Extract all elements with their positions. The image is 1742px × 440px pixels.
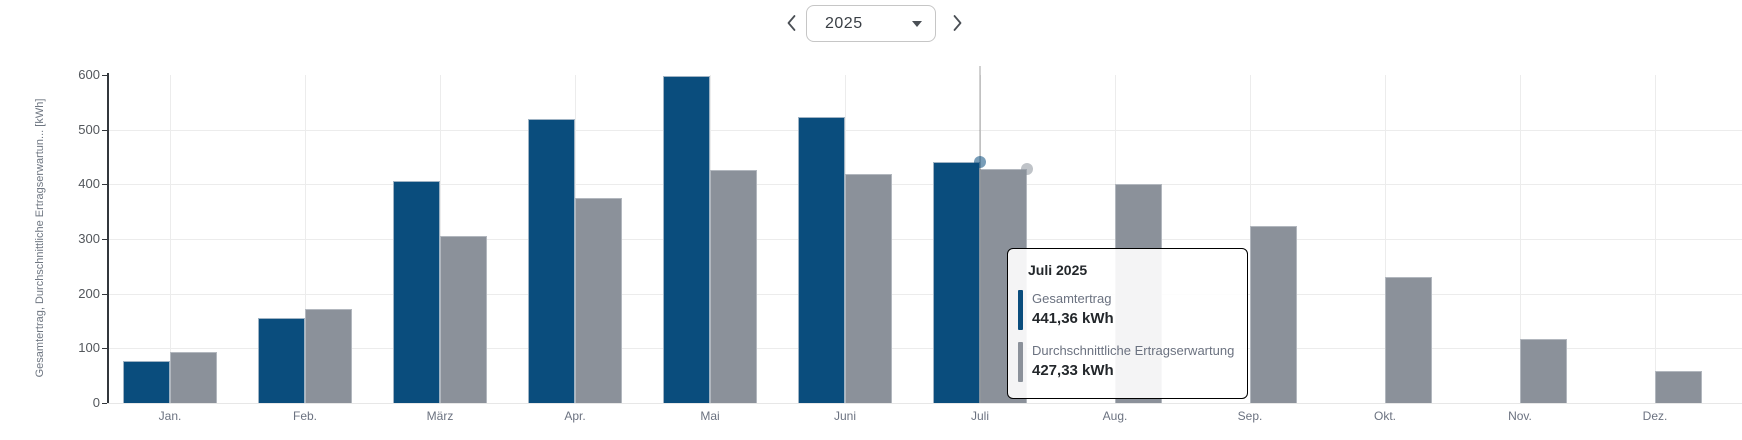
bar-durchschnittliche-ertragserwartung-juni[interactable] [845, 173, 892, 403]
y-axis-tick-label: 0 [92, 395, 100, 410]
chevron-left-icon [786, 14, 797, 35]
tooltip-series-label: Durchschnittliche Ertragserwartung [1032, 343, 1235, 358]
y-axis-tick-label: 600 [78, 67, 100, 82]
y-axis-tick [102, 184, 107, 186]
bar-durchschnittliche-ertragserwartung-feb[interactable] [305, 308, 352, 403]
bar-gesamtertrag-juni[interactable] [798, 116, 845, 403]
x-axis-label-apr: Apr. [564, 409, 586, 423]
gridline-vertical [1385, 75, 1386, 403]
y-axis-tick-label: 100 [78, 340, 100, 356]
hover-indicator-line [979, 66, 981, 403]
y-axis-tick-label: 500 [78, 121, 100, 137]
tooltip-row-ertragserwartung: Durchschnittliche Ertragserwartung 427,3… [1018, 342, 1235, 382]
x-axis-label-juni: Juni [833, 409, 856, 423]
series-marker-gesamtertrag [1018, 290, 1023, 330]
gridline-vertical [1520, 75, 1521, 403]
gridline-horizontal [107, 239, 1742, 240]
x-axis-label-dez: Dez. [1642, 409, 1668, 423]
x-axis-baseline [107, 403, 1742, 404]
tooltip-title: Juli 2025 [1028, 262, 1088, 278]
y-axis-tick-label: 200 [78, 285, 100, 301]
chevron-right-icon [952, 14, 963, 35]
previous-year-button[interactable] [778, 8, 804, 40]
y-axis-title: Gesamtertrag, Durchschnittliche Ertragse… [34, 98, 46, 378]
bar-durchschnittliche-ertragserwartung-sep[interactable] [1250, 225, 1297, 403]
series-marker-ertragserwartung [1018, 342, 1023, 382]
x-axis-label-feb: Feb. [292, 409, 317, 423]
gridline-horizontal [107, 293, 1742, 295]
bar-gesamtertrag-juli[interactable] [933, 161, 980, 403]
y-axis-line [107, 73, 109, 403]
y-axis-tick [102, 403, 107, 404]
bar-durchschnittliche-ertragserwartung-nov[interactable] [1520, 339, 1567, 403]
gridline-horizontal [107, 348, 1742, 350]
gridline-horizontal [107, 129, 1742, 131]
y-axis-tick-label: 300 [78, 231, 100, 246]
bar-gesamtertrag-apr[interactable] [528, 119, 575, 403]
x-axis-label-juli: Juli [970, 409, 989, 423]
y-axis-tick [102, 239, 107, 240]
bar-durchschnittliche-ertragserwartung-mai[interactable] [710, 170, 757, 403]
x-axis-label-jan: Jan. [158, 409, 182, 423]
bar-durchschnittliche-ertragserwartung-okt[interactable] [1385, 277, 1432, 403]
x-axis-label-okt: Okt. [1373, 409, 1396, 423]
gridline-vertical [305, 75, 306, 403]
bar-gesamtertrag-feb[interactable] [258, 317, 305, 403]
tooltip-row-gesamtertrag: Gesamtertrag 441,36 kWh [1018, 290, 1233, 330]
caret-down-icon [912, 20, 922, 27]
y-axis-tick [102, 129, 107, 131]
tooltip-series-value: 441,36 kWh [1032, 310, 1114, 327]
x-axis-label-mai: Mai [700, 409, 720, 423]
hover-dot-durchschnittliche-ertragserwartung [1021, 163, 1033, 176]
gridline-horizontal [107, 184, 1742, 186]
y-axis-tick-label: 400 [78, 176, 100, 192]
bar-durchschnittliche-ertragserwartung-apr[interactable] [575, 198, 622, 403]
bar-gesamtertrag-mai[interactable] [663, 76, 710, 403]
bar-gesamtertrag-jan[interactable] [123, 360, 170, 403]
tooltip-series-value: 427,33 kWh [1032, 362, 1114, 379]
bar-durchschnittliche-ertragserwartung-märz[interactable] [440, 235, 487, 403]
y-axis-tick [102, 293, 107, 295]
bar-durchschnittliche-ertragserwartung-jan[interactable] [170, 351, 217, 403]
x-axis-label-aug: Aug. [1102, 409, 1128, 423]
bar-durchschnittliche-ertragserwartung-dez[interactable] [1655, 370, 1702, 403]
x-axis-label-nov: Nov. [1508, 409, 1532, 423]
year-select-value: 2025 [825, 14, 863, 32]
chart-tooltip: Juli 2025 Gesamtertrag 441,36 kWh Durchs… [1007, 248, 1248, 399]
hover-dot-gesamtertrag [974, 155, 986, 168]
y-axis-tick [102, 75, 107, 76]
tooltip-series-label: Gesamtertrag [1032, 291, 1112, 306]
gridline-vertical [170, 75, 171, 403]
bar-gesamtertrag-märz[interactable] [393, 181, 440, 403]
year-select[interactable]: 2025 [806, 5, 936, 42]
x-axis-label-sep: Sep. [1237, 409, 1263, 423]
gridline-vertical [1655, 75, 1656, 403]
x-axis-label-märz: März [426, 409, 454, 423]
next-year-button[interactable] [944, 8, 970, 40]
y-axis-tick [102, 348, 107, 350]
